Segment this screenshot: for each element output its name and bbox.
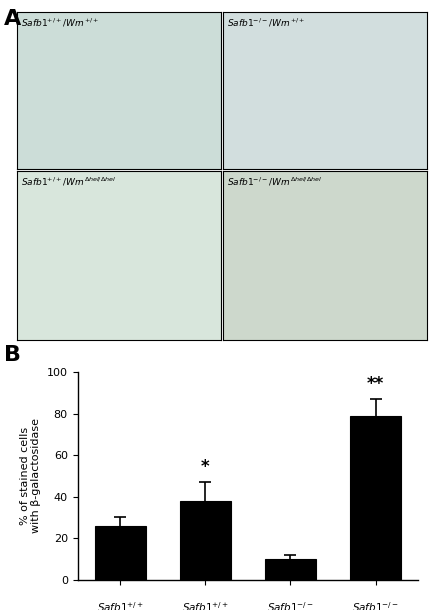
Text: $\it{Safb1}^{+/+}$: $\it{Safb1}^{+/+}$ xyxy=(181,600,228,610)
Text: $\it{Safb1}^{+/+}$/$\it{Wrn}^{+/+}$: $\it{Safb1}^{+/+}$/$\it{Wrn}^{+/+}$ xyxy=(21,17,99,29)
Text: B: B xyxy=(4,345,21,365)
Bar xyxy=(264,559,315,580)
Y-axis label: % of stained cells
with β-galactosidase: % of stained cells with β-galactosidase xyxy=(20,418,41,533)
Text: $\it{Safb1}^{+/+}$/$\it{Wrn}^{\Delta hel/\Delta hel}$: $\it{Safb1}^{+/+}$/$\it{Wrn}^{\Delta hel… xyxy=(21,176,116,188)
Text: $\it{Safb1}^{-/-}$/$\it{Wrn}^{\Delta hel/\Delta hel}$: $\it{Safb1}^{-/-}$/$\it{Wrn}^{\Delta hel… xyxy=(227,176,321,188)
Text: **: ** xyxy=(366,375,383,393)
Text: $\it{Safb1}^{-/-}$: $\it{Safb1}^{-/-}$ xyxy=(266,600,313,610)
Bar xyxy=(179,501,230,580)
Text: $\it{Safb1}^{+/+}$: $\it{Safb1}^{+/+}$ xyxy=(96,600,143,610)
Text: $\it{Safb1}^{-/-}$/$\it{Wrn}^{+/+}$: $\it{Safb1}^{-/-}$/$\it{Wrn}^{+/+}$ xyxy=(227,17,305,29)
Bar xyxy=(95,526,145,579)
Text: $\it{Safb1}^{-/-}$: $\it{Safb1}^{-/-}$ xyxy=(351,600,398,610)
Text: A: A xyxy=(4,9,22,29)
Text: *: * xyxy=(200,458,209,476)
Bar xyxy=(349,415,400,580)
